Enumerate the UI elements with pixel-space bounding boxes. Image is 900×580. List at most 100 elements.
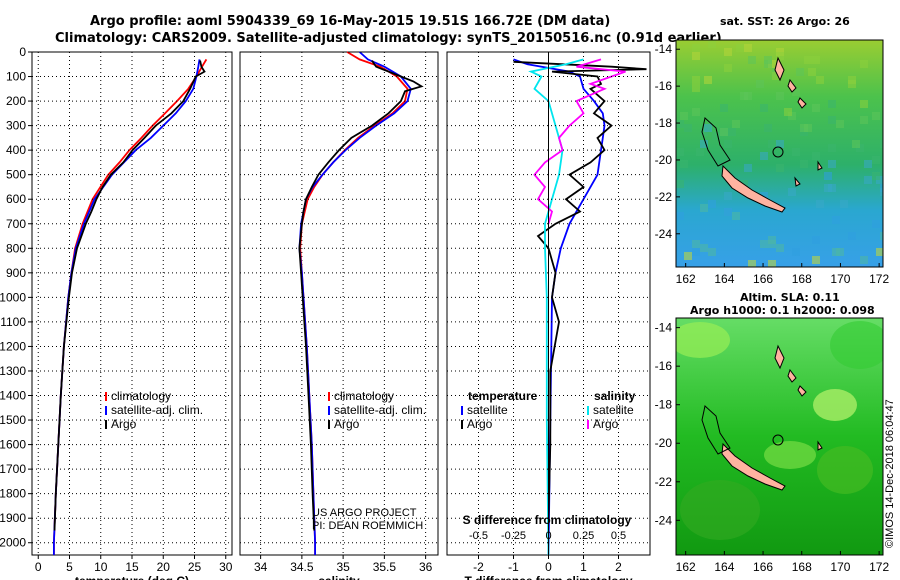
x-tick-label: 166 [753, 272, 773, 286]
y-tick-label: -20 [655, 436, 673, 450]
sst-cell [832, 216, 840, 224]
y-tick-label: 600 [6, 192, 26, 206]
y-tick-label: -24 [655, 513, 673, 527]
x-tick-label: 170 [830, 560, 850, 574]
sst-cell [828, 116, 836, 124]
x-tick-label: 15 [125, 560, 139, 574]
y-tick-label: -20 [655, 153, 673, 167]
map-frame [675, 39, 884, 268]
series-satellite-adj-clim- [53, 59, 201, 555]
y-tick-label: 1600 [0, 438, 26, 452]
y-tick-label: 1100 [0, 315, 26, 329]
s-axis-label: S difference from climatology [463, 513, 632, 527]
plot-frame [31, 51, 233, 556]
x-tick-label: 168 [792, 272, 812, 286]
legend-label: satellite-adj. clim. [111, 403, 203, 417]
legend-label: Argo [334, 417, 360, 431]
sst-cell [692, 108, 700, 116]
sst-map [676, 40, 883, 267]
legend-label: Argo [593, 417, 619, 431]
x-tick-label: 35.5 [373, 560, 397, 574]
sst-cell [848, 80, 856, 88]
sst-cell [708, 40, 716, 48]
sst-cell [692, 84, 700, 92]
y-tick-label: 0 [19, 45, 26, 59]
sst-cell [812, 256, 820, 264]
s-tick-label: 0.25 [573, 530, 594, 542]
y-tick-label: 200 [6, 94, 26, 108]
sst-cell [724, 192, 732, 200]
watermark: ©IMOS 14-Dec-2018 06:04:47 [884, 399, 896, 548]
sst-cell [772, 72, 780, 80]
sst-cell [704, 124, 712, 132]
argo-location-marker [772, 146, 784, 158]
x-tick-label: 164 [714, 560, 734, 574]
sst-cell [812, 152, 820, 160]
x-tick-label: 10 [94, 560, 108, 574]
sst-cell [704, 76, 712, 84]
y-tick-label: 1700 [0, 462, 26, 476]
y-tick-label: 1500 [0, 413, 26, 427]
sst-cell [744, 164, 752, 172]
series-s-argo [533, 58, 626, 225]
sst-cell [760, 192, 768, 200]
sst-cell [676, 120, 684, 128]
sst-cell [776, 164, 784, 172]
sst-cell [880, 232, 883, 240]
series-climatology [53, 58, 208, 555]
sst-title: sat. SST: 26 Argo: 26 [720, 15, 850, 28]
sst-cell [684, 252, 692, 260]
sst-cell [848, 232, 856, 240]
y-tick-label: -18 [655, 116, 673, 130]
sst-cell [684, 124, 692, 132]
y-tick-label: 400 [6, 143, 26, 157]
sst-cell [836, 120, 844, 128]
y-tick-label: -18 [655, 398, 673, 412]
x-tick-label: 172 [869, 560, 889, 574]
sst-cell [776, 52, 784, 60]
sst-cell [680, 160, 688, 168]
sst-cell [712, 132, 720, 140]
sla-patches [676, 321, 883, 540]
sst-cell [724, 48, 732, 56]
sst-cell [804, 124, 812, 132]
sst-cell [852, 140, 860, 148]
sst-cell [828, 100, 836, 108]
temperature-panel: 0 5 10 15 20 25 30 temperature (deg C) 0 100 200 30… [0, 45, 233, 580]
y-tick-label: -22 [655, 475, 673, 489]
sst-cell [732, 120, 740, 128]
sst-cell [812, 236, 820, 244]
sst-cell [828, 160, 836, 168]
sst-cell [692, 240, 700, 248]
sst-cell [796, 68, 804, 76]
sst-cell [736, 44, 744, 52]
sst-axes: 162 164 166 168 170 172 -14 -16 -18 -20 -22 -24 [655, 39, 889, 286]
x-tick-label: 1 [580, 560, 587, 574]
sla-subtitle: Argo h1000: 0.1 h2000: 0.098 [690, 304, 875, 317]
y-tick-label: 1000 [0, 290, 26, 304]
sst-cell [728, 128, 736, 136]
series-argo [53, 60, 206, 531]
y-tick-label: -24 [655, 227, 673, 241]
y-tick-label: 1900 [0, 511, 26, 525]
sst-cell [872, 220, 880, 228]
sst-cell [740, 92, 748, 100]
sst-cell [676, 180, 684, 188]
sst-cell [720, 128, 728, 136]
x-tick-label: -2 [473, 560, 484, 574]
sst-cell [760, 240, 768, 248]
sst-cell [812, 104, 820, 112]
legend-label: satellite [467, 403, 508, 417]
legend-title-temperature: temperature [468, 389, 538, 403]
x-axis-label: T difference from climatology [464, 574, 632, 580]
sla-map [676, 318, 883, 555]
sst-islands [701, 56, 823, 213]
x-tick-label: 34 [254, 560, 268, 574]
sst-cell [724, 64, 732, 72]
sst-cell [828, 144, 836, 152]
sst-cell [880, 188, 883, 196]
sst-cell [872, 112, 880, 120]
y-tick-label: 2000 [0, 536, 26, 550]
sst-cell [860, 116, 868, 124]
y-tick-label: 500 [6, 168, 26, 182]
